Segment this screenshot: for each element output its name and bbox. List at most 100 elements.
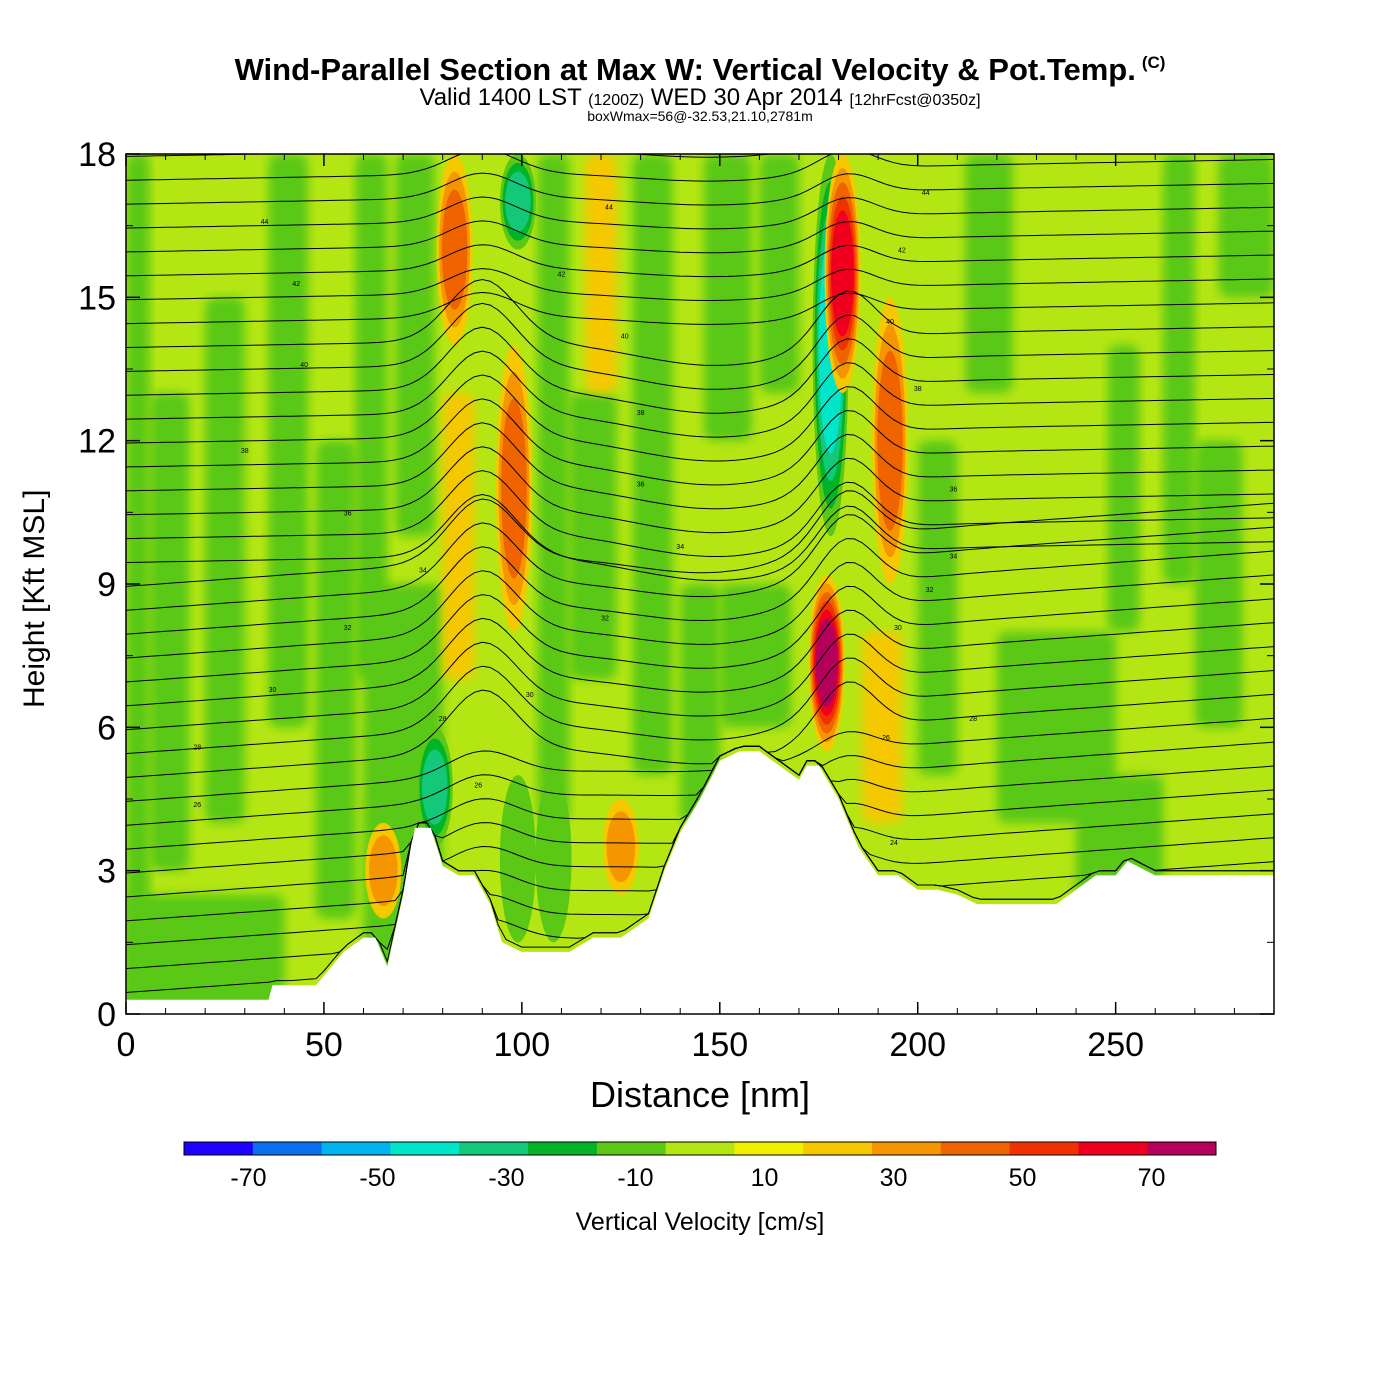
colorbar-frame xyxy=(183,1141,1217,1156)
colorbar-swatch xyxy=(1078,1142,1148,1155)
copyright-mark: (C) xyxy=(1141,53,1166,72)
forecast-info: [12hrFcst@0350z] xyxy=(849,92,981,109)
x-tick-label: 50 xyxy=(305,1026,343,1064)
velocity-band xyxy=(996,631,1116,823)
theta-contour-line xyxy=(126,585,1274,683)
colorbar-swatch xyxy=(803,1142,873,1155)
theta-contour-line xyxy=(126,514,1274,611)
contour-label: 26 xyxy=(193,802,201,809)
velocity-cell xyxy=(815,618,838,708)
contour-label: 38 xyxy=(241,448,249,455)
velocity-band xyxy=(1218,154,1274,298)
colorbar: -70 -50 -30 -10 10 30 50 70 xyxy=(183,1141,1217,1192)
terrain-mask xyxy=(126,751,1274,1014)
velocity-cell xyxy=(421,749,448,825)
contour-label: 28 xyxy=(969,716,977,723)
colorbar-swatch xyxy=(459,1142,529,1155)
colorbar-swatch xyxy=(252,1142,323,1155)
y-tick-label: 3 xyxy=(97,853,116,891)
contour-label: 40 xyxy=(621,334,629,341)
theta-contour-line xyxy=(126,609,1274,707)
contour-label: 40 xyxy=(300,362,308,369)
theta-contour-line xyxy=(126,291,1274,325)
contour-label: 40 xyxy=(886,319,894,326)
theta-contour-line xyxy=(126,220,1274,254)
theta-contour-line xyxy=(126,302,1274,390)
contour-label: 32 xyxy=(601,615,609,622)
contour-label: 38 xyxy=(637,410,645,417)
theta-contour-line xyxy=(126,657,1274,755)
velocity-band xyxy=(1194,440,1243,728)
velocity-band xyxy=(1163,154,1195,584)
y-tick-label: 6 xyxy=(97,709,116,747)
velocity-band xyxy=(442,392,475,680)
colorbar-swatch xyxy=(184,1142,254,1155)
velocity-cell xyxy=(606,811,636,883)
contour-label: 34 xyxy=(419,568,427,575)
y-tick-label: 0 xyxy=(97,996,116,1034)
theta-contour-line xyxy=(126,717,1274,802)
colorbar-swatch xyxy=(390,1142,460,1155)
velocity-cell xyxy=(499,775,536,943)
valid-date: WED 30 Apr 2014 xyxy=(650,84,843,111)
velocity-cell xyxy=(501,398,527,579)
theta-contour-line xyxy=(126,741,1274,826)
y-tick-label: 15 xyxy=(78,279,116,317)
y-axis-label: Height [Kft MSL] xyxy=(18,489,51,708)
y-tick-label: 18 xyxy=(78,136,116,174)
velocity-band xyxy=(585,154,617,393)
theta-contour-line xyxy=(126,374,1274,462)
theta-contour-line xyxy=(126,326,1274,414)
contour-label: 44 xyxy=(922,190,930,197)
velocity-band xyxy=(862,631,902,823)
theta-contour-line xyxy=(126,446,1274,534)
x-axis-label: Distance [nm] xyxy=(589,1074,811,1115)
box-info: boxWmax=56@-32.53,21.10,2781m xyxy=(587,108,813,124)
contour-label: 36 xyxy=(344,510,352,517)
theta-contour-line xyxy=(126,745,1274,850)
colorbar-swatch xyxy=(321,1142,391,1155)
valid-time: Valid 1400 LST xyxy=(419,84,582,111)
colorbar-tick-label: -50 xyxy=(359,1164,395,1192)
theta-contour-line xyxy=(126,681,1274,778)
theta-contour-line xyxy=(126,196,1274,230)
x-tick-label: 250 xyxy=(1087,1026,1144,1064)
theta-contour-line xyxy=(126,154,772,158)
contour-label: 34 xyxy=(676,544,684,551)
chart-title: Wind-Parallel Section at Max W: Vertical… xyxy=(234,52,1166,87)
colorbar-swatch xyxy=(665,1142,735,1155)
velocity-cell xyxy=(831,210,854,337)
colorbar-tick-label: -10 xyxy=(617,1164,653,1192)
plot-area: 44 44 44 42 42 42 40 40 40 38 38 38 36 36 36 34 34 34 32 32… xyxy=(126,154,1274,1014)
colorbar-label: Vertical Velocity [cm/s] xyxy=(575,1208,825,1236)
theta-contour-line xyxy=(126,398,1274,486)
colorbar-swatch xyxy=(1147,1142,1217,1155)
velocity-band xyxy=(205,297,245,823)
contour-label: 42 xyxy=(558,271,566,278)
colorbar-swatch xyxy=(734,1142,804,1155)
theta-contour-line xyxy=(126,493,1274,581)
x-tick-label: 0 xyxy=(117,1026,136,1064)
contour-label: 44 xyxy=(605,205,613,212)
theta-contour-line xyxy=(126,268,1274,301)
velocity-band xyxy=(759,154,799,393)
contour-label: 42 xyxy=(898,248,906,255)
contour-label: 38 xyxy=(914,386,922,393)
velocity-band xyxy=(395,154,435,537)
colorbar-tick-label: -30 xyxy=(488,1164,524,1192)
colorbar-swatch xyxy=(940,1142,1011,1155)
theta-contour-line xyxy=(126,172,1274,206)
velocity-band xyxy=(537,154,570,823)
theta-contour-line xyxy=(126,538,1274,635)
colorbar-swatch xyxy=(596,1142,667,1155)
x-tick-label: 150 xyxy=(691,1026,748,1064)
theta-contours xyxy=(126,154,1274,993)
colorbar-swatch xyxy=(528,1142,598,1155)
contour-label: 44 xyxy=(261,219,269,226)
contour-label: 30 xyxy=(526,692,534,699)
theta-contour-line xyxy=(126,154,1274,182)
y-tick-label: 9 xyxy=(97,566,116,604)
colorbar-tick-label: 10 xyxy=(751,1164,779,1192)
